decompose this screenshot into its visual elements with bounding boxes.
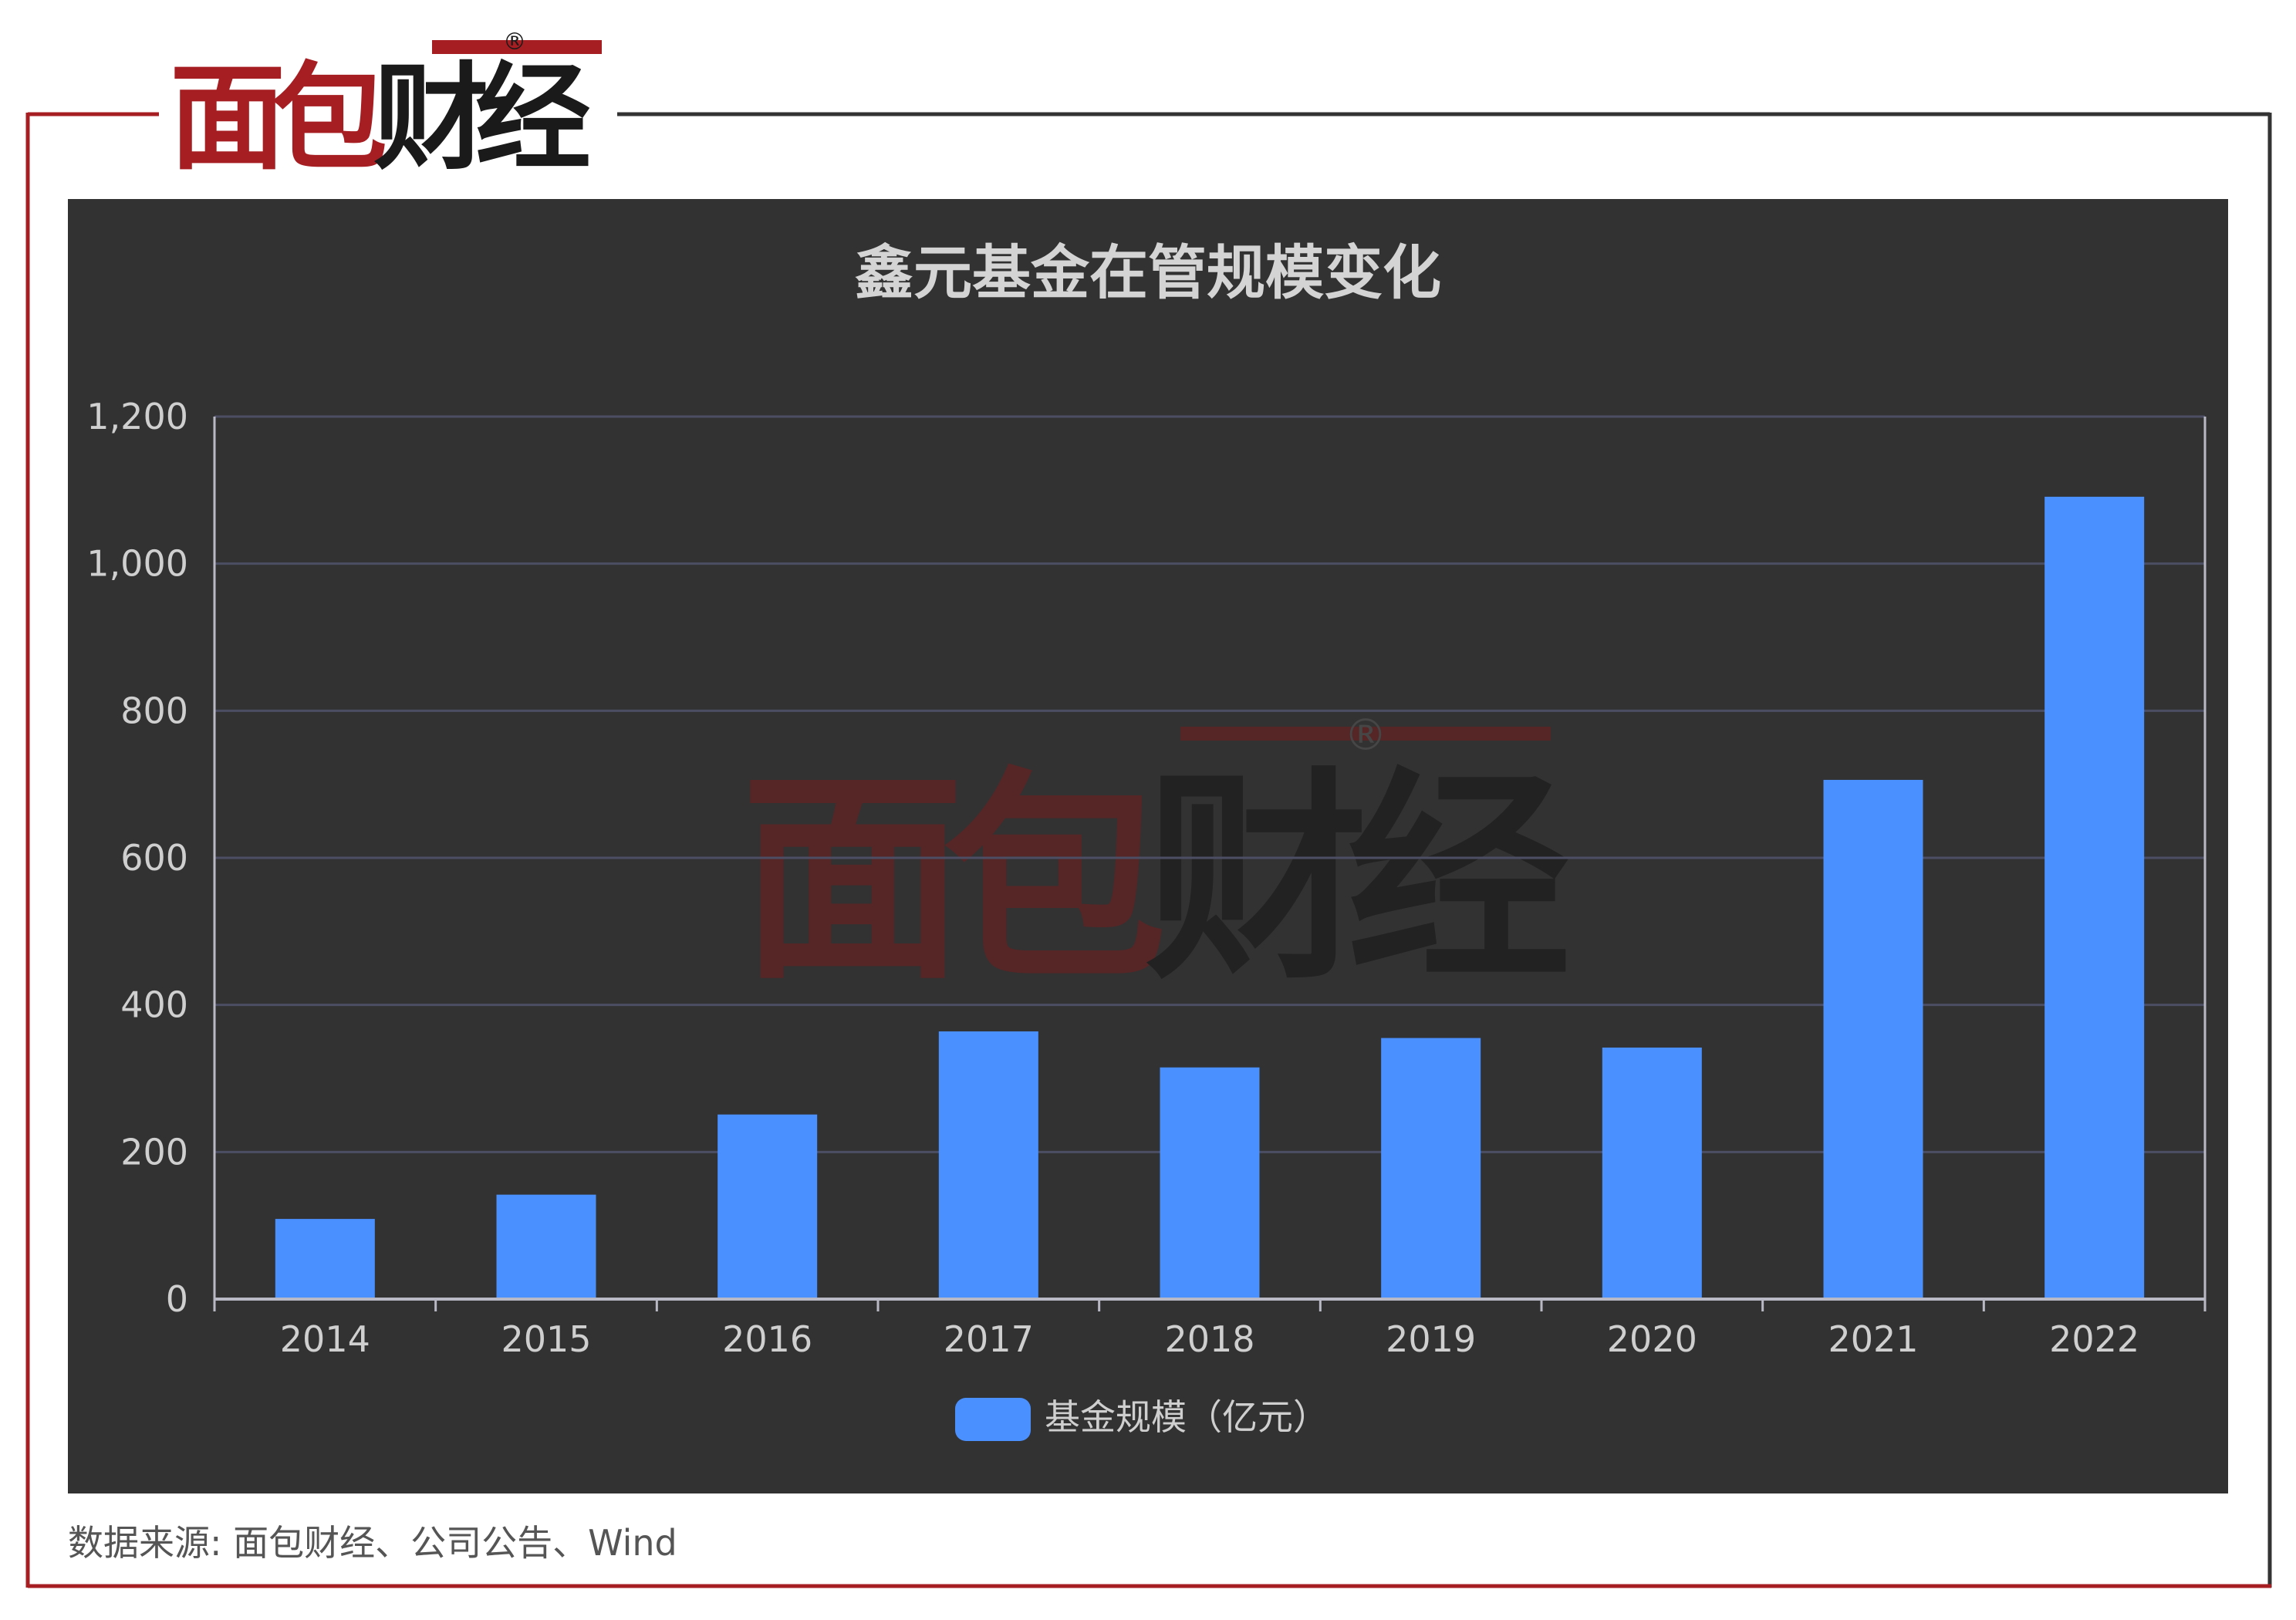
x-tick-label: 2016 — [722, 1318, 812, 1360]
y-tick-label: 800 — [120, 690, 188, 731]
legend-label: 基金规模（亿元） — [1045, 1396, 1329, 1438]
logo-glyph-jing: 经 — [475, 52, 591, 186]
watermark-glyph-mian: 面 — [741, 750, 964, 1010]
watermark: 面 包 财 经 ® — [741, 710, 1571, 1010]
brand-logo: 面 包 财 经 ® — [170, 29, 602, 186]
bar-2015[interactable] — [496, 1194, 596, 1299]
logo-glyph-bao: 包 — [272, 52, 387, 186]
y-tick-label: 400 — [120, 984, 188, 1026]
bar-2022[interactable] — [2044, 496, 2145, 1299]
y-tick-label: 600 — [120, 837, 188, 879]
x-tick-label: 2015 — [501, 1318, 591, 1360]
bar-2017[interactable] — [938, 1031, 1038, 1299]
bar-2021[interactable] — [1823, 779, 1923, 1299]
watermark-registered-mark: ® — [1344, 710, 1387, 761]
x-tick-label: 2020 — [1607, 1318, 1697, 1360]
y-tick-labels: 0 200 400 600 800 1,000 1,200 — [86, 396, 188, 1320]
y-tick-label: 1,000 — [86, 543, 188, 585]
bars — [275, 496, 2145, 1299]
legend-swatch[interactable] — [955, 1398, 1031, 1441]
bar-2019[interactable] — [1381, 1038, 1481, 1299]
outer-frame — [25, 112, 2272, 1588]
x-tick-labels: 2014 2015 2016 2017 2018 2019 2020 2021 2022 — [280, 1318, 2139, 1360]
logo-registered-mark: ® — [503, 29, 526, 56]
axes — [213, 417, 2207, 1311]
y-tick-label: 0 — [166, 1278, 188, 1320]
x-tick-label: 2019 — [1386, 1318, 1476, 1360]
watermark-glyph-cai: 财 — [1145, 750, 1369, 1010]
bar-2020[interactable] — [1602, 1047, 1702, 1299]
legend[interactable]: 基金规模（亿元） — [955, 1396, 1329, 1441]
bar-2018[interactable] — [1160, 1067, 1260, 1299]
logo-accent-bar — [432, 40, 602, 54]
x-tick-label: 2017 — [944, 1318, 1034, 1360]
x-tick-label: 2018 — [1164, 1318, 1254, 1360]
chart-title: 鑫元基金在管规模变化 — [855, 238, 1441, 307]
watermark-glyph-jing: 经 — [1347, 750, 1571, 1010]
bar-2016[interactable] — [718, 1114, 818, 1299]
y-tick-label: 1,200 — [86, 396, 188, 437]
x-tick-label: 2022 — [2049, 1318, 2139, 1360]
logo-glyph-mian: 面 — [170, 52, 285, 186]
y-tick-label: 200 — [120, 1131, 188, 1173]
bar-2014[interactable] — [275, 1219, 375, 1299]
x-tick-label: 2014 — [280, 1318, 370, 1360]
source-note: 数据来源: 面包财经、公司公告、Wind — [68, 1522, 677, 1564]
x-tick-label: 2021 — [1828, 1318, 1918, 1360]
watermark-glyph-bao: 包 — [943, 750, 1167, 1010]
logo-glyph-cai: 财 — [373, 52, 489, 186]
watermark-accent-bar — [1180, 727, 1551, 741]
